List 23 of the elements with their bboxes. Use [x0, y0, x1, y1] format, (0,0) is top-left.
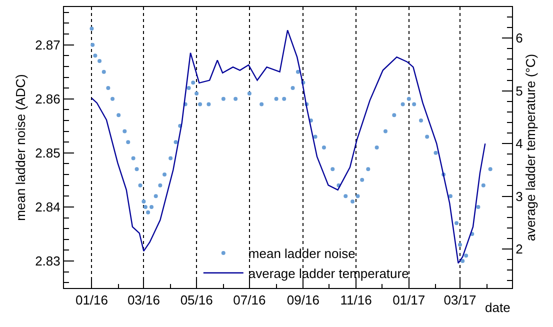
- x-tick-label: 03/17: [444, 292, 476, 308]
- x-tick-label: 01/17: [392, 292, 426, 308]
- x-tick-label: 09/16: [286, 292, 320, 308]
- x-tick-label: 11/16: [340, 292, 372, 308]
- y2-tick-label: 6: [516, 30, 523, 46]
- y-tick-label: 2.86: [35, 91, 60, 106]
- legend-label: average ladder temperature: [248, 266, 409, 281]
- y-tick-label: 2.87: [35, 37, 60, 52]
- x-tick-label: 01/16: [75, 292, 108, 308]
- y2-axis-title: average ladder temperature (°C): [522, 54, 538, 242]
- x-tick-label: 03/16: [127, 292, 160, 308]
- y-tick-label: 2.84: [35, 199, 60, 214]
- x-tick-label: 05/16: [180, 292, 213, 308]
- y-tick-label: 2.85: [35, 145, 60, 160]
- x-tick-label: 07/16: [233, 292, 266, 308]
- y2-tick-label: 5: [516, 83, 523, 98]
- y2-tick-label: 3: [516, 188, 523, 204]
- y2-tick-label: 4: [516, 136, 523, 152]
- x-axis-title: date: [485, 300, 510, 315]
- y-axis-title: mean ladder noise (ADC): [13, 74, 28, 221]
- y-tick-label: 2.83: [35, 254, 60, 269]
- y2-tick-label: 2: [516, 242, 523, 257]
- legend-label: mean ladder noise: [248, 246, 356, 262]
